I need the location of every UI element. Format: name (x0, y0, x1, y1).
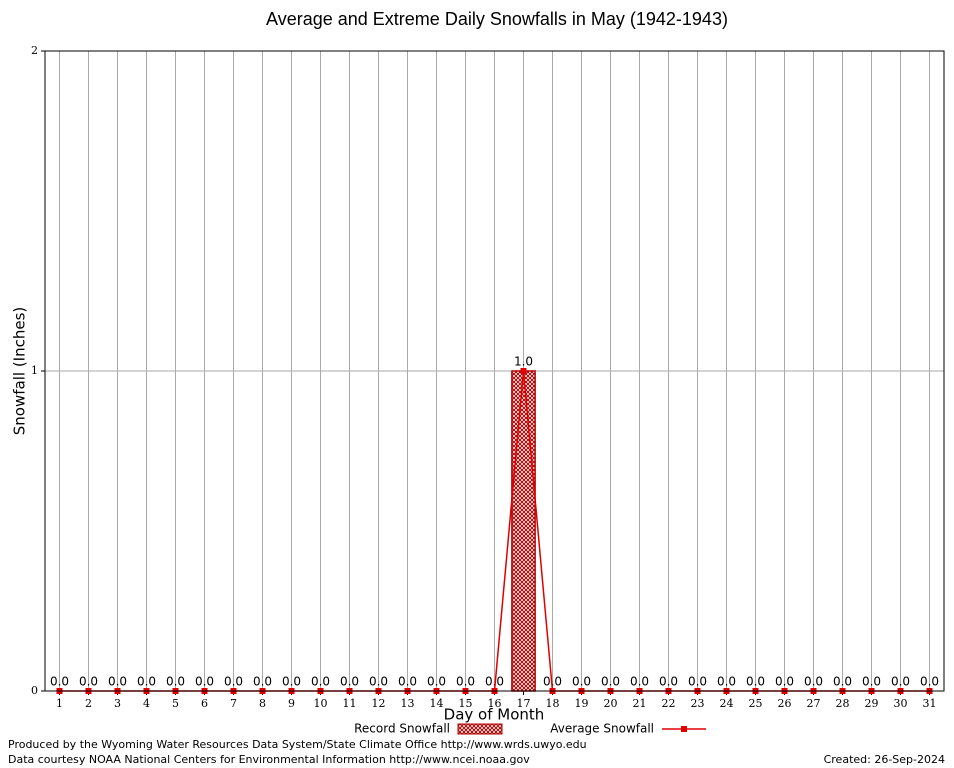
value-label: 0.0 (253, 675, 272, 689)
value-label: 0.0 (50, 675, 69, 689)
x-tick-label: 8 (259, 697, 266, 710)
footer-text: Data courtesy NOAA National Centers for … (8, 753, 530, 766)
value-label: 0.0 (456, 675, 475, 689)
x-tick-label: 5 (172, 697, 179, 710)
x-tick-label: 22 (662, 697, 676, 710)
legend-label: Record Snowfall (354, 722, 450, 736)
y-tick-label: 2 (31, 44, 38, 57)
value-label: 0.0 (485, 675, 504, 689)
x-tick-label: 16 (488, 697, 502, 710)
value-label: 0.0 (166, 675, 185, 689)
legend-label: Average Snowfall (550, 722, 654, 736)
value-label: 0.0 (398, 675, 417, 689)
x-axis-label: Day of Month (444, 706, 545, 724)
footer-text: Created: 26-Sep-2024 (824, 753, 945, 766)
x-tick-label: 14 (430, 697, 444, 710)
legend-swatch (457, 723, 503, 735)
value-label: 0.0 (572, 675, 591, 689)
value-label: 0.0 (311, 675, 330, 689)
chart-title: Average and Extreme Daily Snowfalls in M… (266, 9, 728, 29)
x-tick-label: 3 (114, 697, 121, 710)
x-tick-label: 20 (604, 697, 618, 710)
value-label: 0.0 (79, 675, 98, 689)
x-tick-label: 13 (401, 697, 415, 710)
value-label: 0.0 (717, 675, 736, 689)
legend-marker (681, 726, 687, 732)
x-tick-label: 21 (633, 697, 647, 710)
value-label: 0.0 (108, 675, 127, 689)
x-tick-label: 1 (56, 697, 63, 710)
x-tick-label: 19 (575, 697, 589, 710)
value-label: 0.0 (833, 675, 852, 689)
x-tick-label: 6 (201, 697, 208, 710)
value-label: 0.0 (688, 675, 707, 689)
value-label: 0.0 (427, 675, 446, 689)
x-tick-label: 30 (894, 697, 908, 710)
bar (511, 370, 536, 692)
x-tick-label: 10 (314, 697, 328, 710)
x-tick-label: 29 (865, 697, 879, 710)
footer-text: Produced by the Wyoming Water Resources … (8, 738, 587, 751)
value-label: 0.0 (137, 675, 156, 689)
x-tick-label: 9 (288, 697, 295, 710)
value-label: 0.0 (630, 675, 649, 689)
x-tick-label: 2 (85, 697, 92, 710)
value-label: 0.0 (920, 675, 939, 689)
value-label: 0.0 (862, 675, 881, 689)
x-tick-label: 23 (691, 697, 705, 710)
x-tick-label: 25 (749, 697, 763, 710)
x-tick-label: 17 (517, 697, 531, 710)
plot-frame (44, 50, 945, 692)
value-label: 0.0 (195, 675, 214, 689)
y-tick-label: 1 (31, 364, 38, 377)
value-label: 0.0 (659, 675, 678, 689)
value-label: 0.0 (369, 675, 388, 689)
x-tick-label: 26 (778, 697, 792, 710)
x-tick-label: 4 (143, 697, 150, 710)
y-axis-label: Snowfall (Inches) (11, 307, 29, 435)
value-label: 0.0 (891, 675, 910, 689)
value-label: 0.0 (340, 675, 359, 689)
value-label: 0.0 (282, 675, 301, 689)
x-tick-label: 18 (546, 697, 560, 710)
value-label: 0.0 (775, 675, 794, 689)
x-tick-label: 15 (459, 697, 473, 710)
value-label: 0.0 (746, 675, 765, 689)
value-label: 0.0 (543, 675, 562, 689)
y-tick-label: 0 (31, 684, 38, 697)
x-tick-label: 7 (230, 697, 237, 710)
x-tick-label: 31 (923, 697, 937, 710)
x-tick-label: 12 (372, 697, 386, 710)
value-label: 0.0 (601, 675, 620, 689)
x-tick-label: 28 (836, 697, 850, 710)
marker (520, 368, 527, 374)
x-tick-label: 24 (720, 697, 734, 710)
value-label: 0.0 (224, 675, 243, 689)
x-tick-label: 11 (343, 697, 357, 710)
value-label: 1.0 (514, 355, 533, 369)
x-tick-label: 27 (807, 697, 821, 710)
value-label: 0.0 (804, 675, 823, 689)
